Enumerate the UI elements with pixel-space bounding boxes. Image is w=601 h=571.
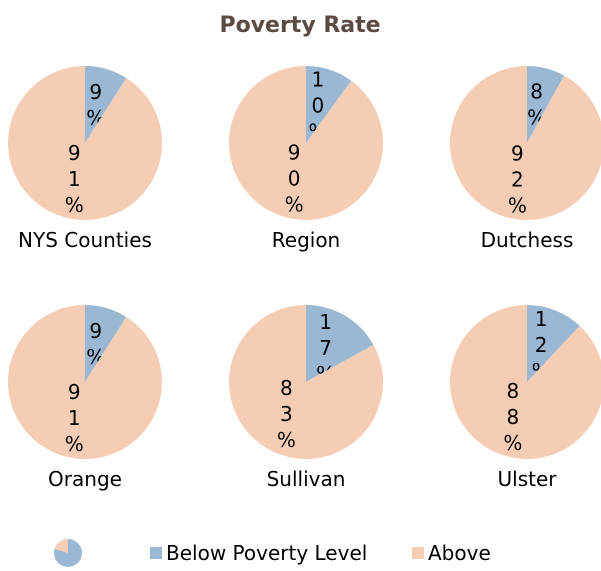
- pie-slice: [306, 305, 374, 382]
- pie-slice: [450, 305, 601, 459]
- legend-icon: [54, 539, 82, 567]
- pie-slice: [7, 65, 162, 220]
- pie-slice: [527, 305, 580, 382]
- pie-title: Ulster: [498, 467, 558, 491]
- pie-title: Orange: [48, 467, 122, 491]
- pie-title: Dutchess: [481, 228, 574, 252]
- pie-title: Sullivan: [267, 467, 346, 491]
- value-label: 8 3%: [277, 376, 296, 452]
- legend-swatch: [150, 547, 162, 559]
- chart-title: Poverty Rate: [219, 13, 380, 38]
- value-label: 8 8%: [503, 378, 522, 454]
- pie-slice: [7, 305, 162, 459]
- pie-slice: [527, 66, 565, 143]
- pie-title: NYS Counties: [18, 228, 152, 252]
- value-label: 9 1%: [65, 140, 84, 216]
- legend-swatch: [412, 547, 424, 559]
- value-label: 9 1%: [65, 379, 84, 455]
- pie-slice: [85, 305, 127, 382]
- value-label: 9 2%: [508, 141, 527, 217]
- pie-slice: [229, 305, 384, 459]
- pie-slice: [306, 66, 352, 143]
- pie-slice: [450, 66, 601, 220]
- pie-slice: [85, 66, 127, 143]
- pie-title: Region: [272, 228, 340, 252]
- value-label: 9 0%: [285, 140, 304, 216]
- pie-slice: [228, 66, 383, 221]
- legend-label: Above: [428, 541, 491, 565]
- legend-label: Below Poverty Level: [166, 541, 367, 565]
